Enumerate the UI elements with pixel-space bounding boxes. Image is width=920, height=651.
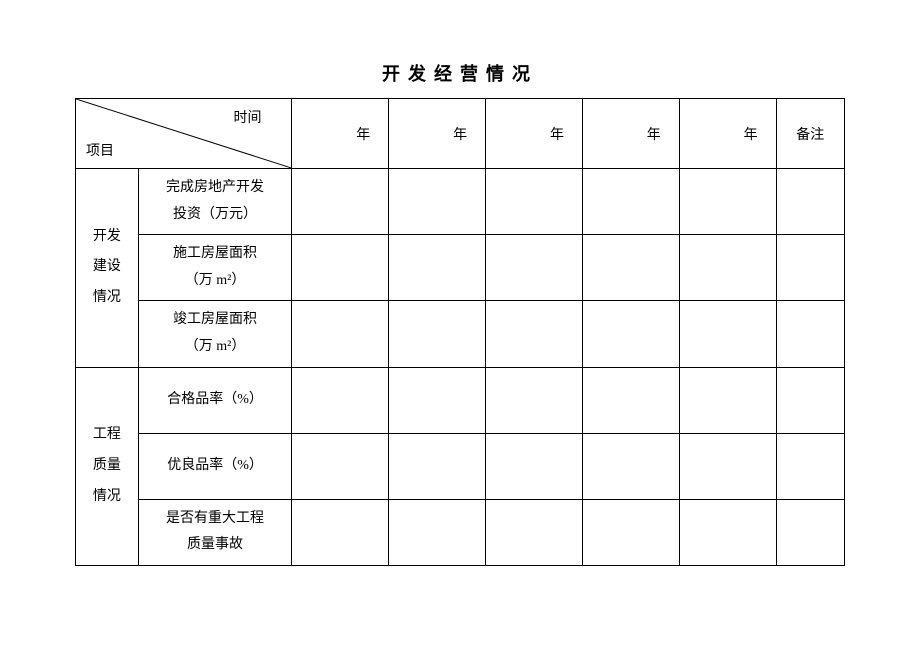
main-table: 时间 项目 年 年 年 年 年 备注 开发建设情况 完成房地产开发 投资（万元）…	[75, 98, 845, 566]
table-row: 工程质量情况 合格品率（%）	[76, 367, 845, 433]
year-col-1: 年	[292, 99, 389, 169]
subitem-cell: 合格品率（%）	[138, 367, 292, 433]
table-row: 竣工房屋面积 （万 m²）	[76, 301, 845, 367]
data-cell	[582, 433, 679, 499]
data-cell	[292, 301, 389, 367]
remark-cell	[776, 433, 844, 499]
data-cell	[389, 301, 486, 367]
subitem-cell: 优良品率（%）	[138, 433, 292, 499]
data-cell	[389, 499, 486, 565]
data-cell	[679, 433, 776, 499]
data-cell	[679, 169, 776, 235]
header-row: 时间 项目 年 年 年 年 年 备注	[76, 99, 845, 169]
category-cell-2: 工程质量情况	[76, 367, 139, 565]
diagonal-header-cell: 时间 项目	[76, 99, 292, 169]
year-col-5: 年	[679, 99, 776, 169]
remark-col: 备注	[776, 99, 844, 169]
subitem-label-line1: 优良品率（%）	[167, 458, 263, 473]
category-label: 工程质量情况	[93, 427, 121, 504]
page-title: 开发经营情况	[75, 60, 845, 86]
remark-cell	[776, 235, 844, 301]
header-time-label: 时间	[233, 107, 261, 127]
data-cell	[292, 499, 389, 565]
data-cell	[582, 235, 679, 301]
subitem-label-line2: （万 m²）	[185, 273, 246, 288]
data-cell	[679, 235, 776, 301]
data-cell	[389, 169, 486, 235]
year-col-4: 年	[582, 99, 679, 169]
subitem-label-line2: 质量事故	[187, 537, 243, 552]
data-cell	[292, 367, 389, 433]
data-cell	[486, 169, 583, 235]
table-row: 优良品率（%）	[76, 433, 845, 499]
data-cell	[389, 367, 486, 433]
data-cell	[486, 301, 583, 367]
data-cell	[389, 235, 486, 301]
year-col-3: 年	[486, 99, 583, 169]
subitem-label-line1: 合格品率（%）	[167, 392, 263, 407]
subitem-label-line2: （万 m²）	[185, 339, 246, 354]
subitem-cell: 施工房屋面积 （万 m²）	[138, 235, 292, 301]
table-row: 开发建设情况 完成房地产开发 投资（万元）	[76, 169, 845, 235]
subitem-label-line1: 施工房屋面积	[173, 246, 257, 261]
data-cell	[292, 169, 389, 235]
subitem-label-line1: 竣工房屋面积	[173, 312, 257, 327]
remark-cell	[776, 169, 844, 235]
data-cell	[389, 433, 486, 499]
remark-cell	[776, 367, 844, 433]
data-cell	[679, 367, 776, 433]
header-project-label: 项目	[86, 140, 114, 160]
data-cell	[582, 499, 679, 565]
data-cell	[486, 235, 583, 301]
subitem-label-line1: 是否有重大工程	[166, 511, 264, 526]
table-row: 施工房屋面积 （万 m²）	[76, 235, 845, 301]
data-cell	[679, 499, 776, 565]
remark-cell	[776, 499, 844, 565]
subitem-cell: 是否有重大工程 质量事故	[138, 499, 292, 565]
data-cell	[486, 433, 583, 499]
data-cell	[292, 433, 389, 499]
data-cell	[582, 367, 679, 433]
subitem-cell: 完成房地产开发 投资（万元）	[138, 169, 292, 235]
data-cell	[486, 499, 583, 565]
data-cell	[486, 367, 583, 433]
table-row: 是否有重大工程 质量事故	[76, 499, 845, 565]
year-col-2: 年	[389, 99, 486, 169]
data-cell	[679, 301, 776, 367]
subitem-label-line2: 投资（万元）	[173, 207, 257, 222]
category-cell-1: 开发建设情况	[76, 169, 139, 368]
subitem-label-line1: 完成房地产开发	[166, 180, 264, 195]
remark-cell	[776, 301, 844, 367]
data-cell	[582, 301, 679, 367]
data-cell	[582, 169, 679, 235]
subitem-cell: 竣工房屋面积 （万 m²）	[138, 301, 292, 367]
data-cell	[292, 235, 389, 301]
category-label: 开发建设情况	[93, 229, 121, 306]
